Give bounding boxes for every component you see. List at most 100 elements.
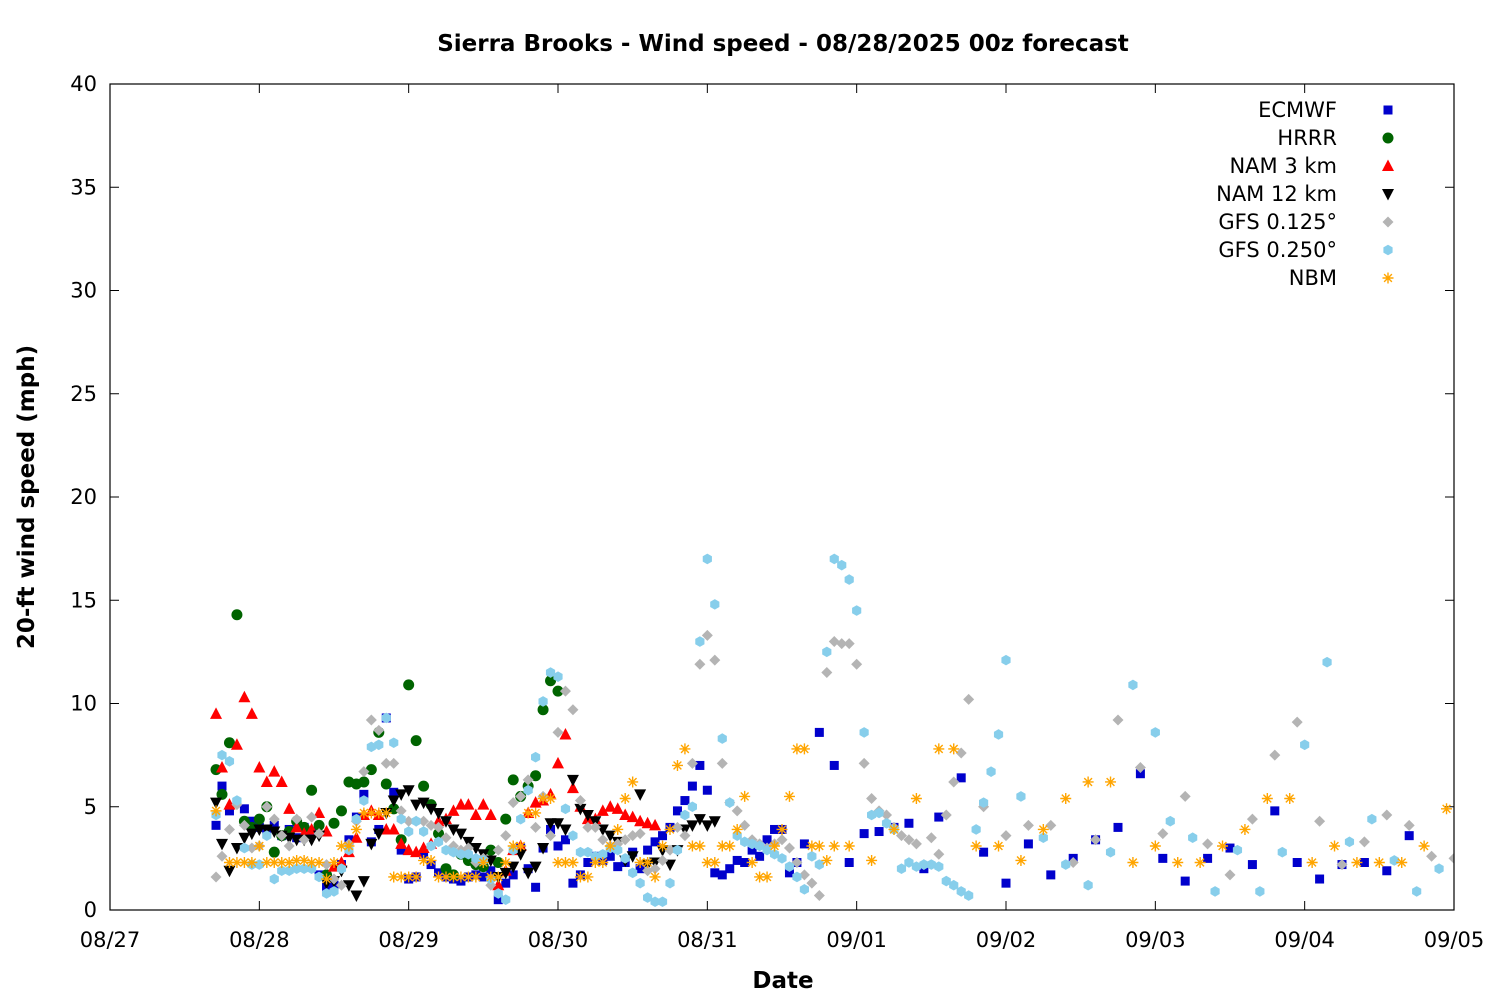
data-point (843, 638, 855, 650)
data-point (380, 757, 392, 769)
data-point (335, 805, 347, 817)
data-point (462, 871, 474, 883)
data-point (500, 830, 512, 842)
y-tick-label: 0 (84, 898, 97, 922)
x-tick-label: 09/03 (1125, 928, 1186, 952)
x-tick-label: 09/05 (1424, 928, 1485, 952)
data-point (627, 776, 639, 788)
data-point (253, 761, 266, 773)
data-point (791, 857, 803, 869)
legend-marker (1382, 216, 1394, 228)
data-point (605, 851, 615, 861)
data-point (1389, 855, 1399, 866)
data-point (388, 757, 400, 769)
data-point (306, 857, 318, 868)
data-point (829, 760, 839, 770)
data-point (583, 858, 593, 868)
data-point (568, 830, 578, 841)
data-point (858, 757, 870, 769)
data-point (717, 733, 727, 744)
legend-marker (1382, 189, 1394, 201)
data-point (328, 817, 340, 829)
series-gfs-0-125 (210, 629, 1454, 902)
data-point (1046, 870, 1056, 880)
data-point (664, 844, 676, 856)
data-point (739, 790, 751, 802)
data-point (380, 778, 392, 790)
data-point (776, 834, 788, 846)
data-point (253, 813, 265, 825)
data-point (471, 853, 481, 864)
data-point (395, 871, 407, 883)
data-point (291, 854, 303, 866)
data-point (410, 871, 422, 883)
legend-marker (1382, 132, 1394, 144)
data-point (448, 846, 459, 858)
data-point (761, 871, 773, 883)
data-point (1306, 857, 1318, 868)
data-point (1045, 819, 1057, 831)
data-point (664, 859, 676, 872)
data-point (626, 851, 639, 863)
data-point (791, 743, 803, 755)
data-point (463, 848, 473, 860)
data-point (747, 845, 757, 855)
data-point (211, 820, 221, 830)
data-point (739, 819, 751, 831)
data-point (284, 865, 294, 877)
data-point (380, 807, 392, 819)
x-tick-label: 08/31 (677, 928, 738, 952)
data-point (643, 892, 653, 903)
data-point (740, 858, 750, 868)
data-point (634, 857, 646, 868)
data-point (844, 574, 854, 585)
data-point (447, 824, 460, 836)
legend-label: NAM 3 km (1229, 154, 1337, 178)
data-point (724, 840, 736, 852)
data-point (410, 799, 423, 812)
data-point (254, 859, 264, 870)
series-nbm (210, 743, 1453, 885)
data-point (754, 871, 766, 883)
data-point (374, 739, 384, 751)
data-point (1023, 839, 1033, 849)
data-point (269, 820, 279, 830)
data-point (701, 857, 713, 868)
data-point (238, 819, 250, 831)
data-point (777, 853, 787, 864)
data-point (1135, 769, 1145, 779)
data-point (566, 774, 579, 787)
data-point (762, 835, 772, 845)
data-point (582, 871, 594, 883)
data-point (537, 704, 549, 716)
data-point (1300, 739, 1310, 751)
data-point (701, 629, 713, 641)
data-point (402, 785, 415, 797)
data-point (268, 765, 281, 777)
data-point (515, 790, 527, 802)
data-point (828, 840, 840, 852)
data-point (619, 792, 631, 804)
data-point (671, 759, 683, 771)
data-point (537, 843, 550, 855)
data-point (702, 785, 712, 795)
data-point (1188, 832, 1198, 844)
data-point (350, 890, 363, 903)
data-point (821, 854, 833, 866)
data-point (964, 890, 974, 901)
data-point (956, 773, 966, 783)
data-point (1329, 840, 1341, 852)
data-point (485, 844, 497, 856)
data-point (260, 775, 273, 787)
data-point (1127, 857, 1139, 868)
data-point (417, 841, 430, 854)
data-point (1015, 854, 1027, 866)
data-point (940, 809, 952, 821)
plot-frame (109, 83, 1455, 911)
data-point (770, 824, 780, 834)
data-point (657, 896, 668, 908)
data-point (686, 820, 699, 832)
data-point (210, 797, 223, 810)
plot-area (210, 553, 1454, 908)
data-point (552, 726, 564, 738)
